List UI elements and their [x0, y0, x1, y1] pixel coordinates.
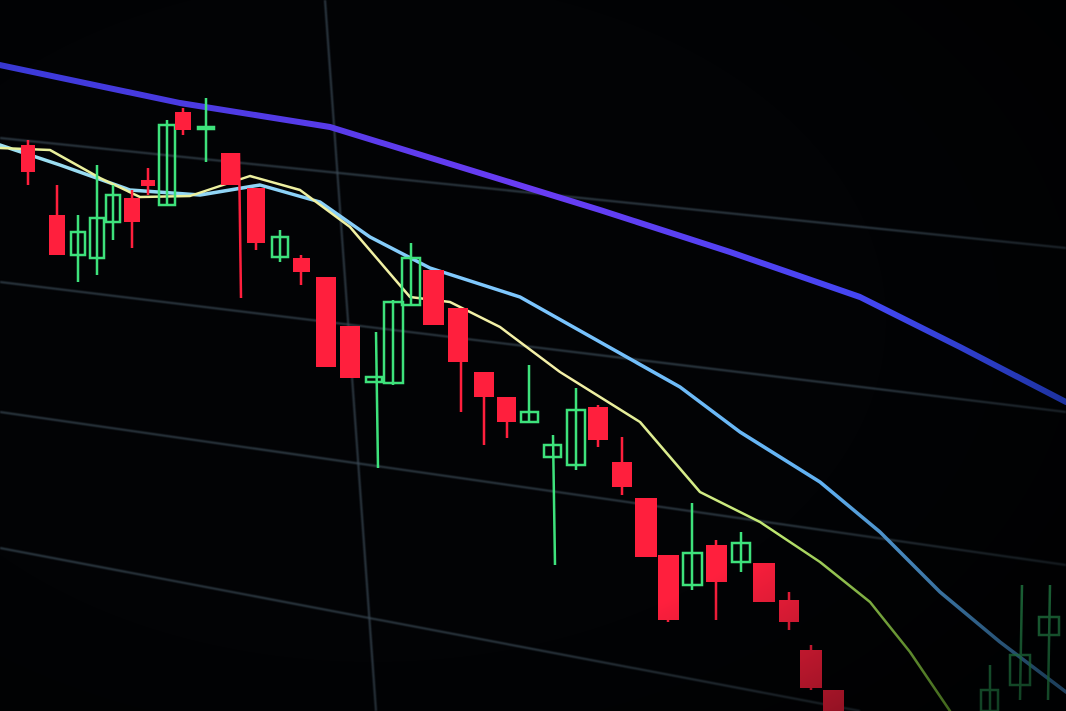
page	[0, 0, 1066, 711]
screen-photo	[0, 0, 1066, 711]
vignette	[0, 0, 1066, 711]
